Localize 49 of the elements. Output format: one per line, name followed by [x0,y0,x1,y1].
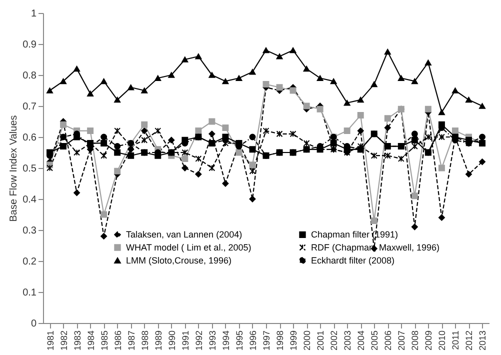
x-tick-label: 1985 [99,330,110,351]
x-tick-label: 1986 [112,330,123,351]
y-tick-label: 0.7 [22,102,37,112]
y-tick-label: 0.2 [22,256,37,268]
x-tick-label: 2010 [437,330,448,351]
x-tick-label: 2007 [396,330,407,351]
y-tick-label: 0.6 [22,132,37,144]
x-tick-label: 1992 [194,330,204,351]
x-tick-label: 1996 [248,330,258,351]
x-tick-label: 2003 [342,330,353,351]
x-tick-label: 2008 [410,330,420,351]
x-tick-label: 1990 [166,330,177,351]
x-tick-label: 1997 [262,330,272,351]
x-tick-label: 1984 [86,330,96,351]
x-tick-label: 1995 [234,330,244,351]
x-tick-label: 1994 [220,330,231,351]
x-tick-label: 1981 [45,330,56,351]
x-tick-label: 2009 [424,330,434,351]
x-tick-label: 2001 [316,330,326,351]
x-tick-label: 1999 [288,330,299,351]
x-tick-label: 1982 [58,330,69,351]
x-tick-label: 2006 [383,330,394,351]
legend-label: WHAT model ( Lim et al., 2005) [126,242,252,252]
x-tick-label: 2012 [464,330,474,351]
x-tick-label: 1991 [180,330,190,351]
x-tick-label: 1998 [275,330,286,351]
x-tick-label: 2000 [302,330,312,351]
y-tick-label: 0.4 [22,194,37,206]
x-tick-label: 2013 [478,330,488,351]
x-tick-label: 1988 [140,330,150,351]
legend-label: Talaksen, van Lannen (2004) [126,230,242,240]
y-tick-label: 0.5 [22,164,37,174]
x-tick-label: 1989 [153,330,164,351]
y-axis-title: Base Flow Index Values [8,115,20,222]
legend-label: LMM (Sloto,Crouse, 1996) [126,256,232,266]
x-tick-label: 2002 [329,330,340,351]
y-tick-label: 0.1 [22,288,37,298]
y-tick-label: 1 [30,8,37,20]
x-tick-label: 1983 [72,330,82,351]
x-tick-label: 1987 [126,330,136,351]
y-tick-label: 0 [30,318,37,330]
y-tick-label: 0.9 [22,40,37,50]
x-tick-label: 2011 [450,330,461,350]
y-tick-label: 0.8 [22,70,37,82]
x-tick-label: 2005 [370,330,380,351]
x-tick-label: 2004 [356,330,366,351]
y-tick-label: 0.3 [22,226,37,236]
legend-label: Eckhardt filter (2008) [311,256,395,266]
x-tick-label: 1993 [207,330,218,351]
